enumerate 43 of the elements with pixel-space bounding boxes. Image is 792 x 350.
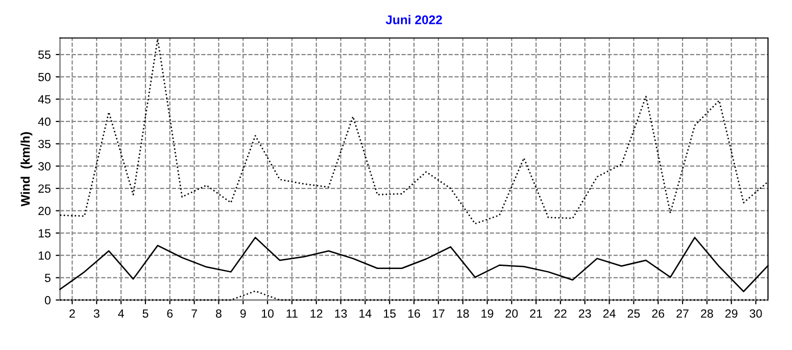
x-tick-label: 4 [118,309,124,318]
x-tick-label: 28 [700,309,714,318]
y-tick-label: 10 [38,251,51,260]
x-tick-label: 6 [167,309,173,318]
chart-title: Juni 2022 [386,15,442,24]
x-tick-label: 16 [408,309,420,318]
y-tick-label: 35 [38,140,50,148]
x-tick-label: 27 [676,309,689,318]
x-tick-label: 25 [628,309,640,318]
x-tick-label: 29 [725,309,738,318]
x-tick-label: 9 [240,309,246,318]
y-tick-label: 25 [38,184,50,193]
y-tick-label: 55 [38,50,50,59]
x-tick-label: 26 [652,309,664,318]
y-tick-label: 45 [38,95,50,104]
y-tick-label: 5 [44,274,50,282]
x-tick-label: 2 [70,309,75,318]
y-tick-label: 40 [38,118,51,126]
x-tick-label: 22 [554,309,566,318]
x-tick-label: 17 [432,309,444,318]
y-axis-title: Wind (km/h) [20,132,32,206]
x-tick-label: 5 [142,309,148,318]
y-tick-label: 15 [38,229,50,238]
y-tick-label: 50 [38,72,51,82]
x-tick-label: 14 [360,309,372,318]
x-tick-label: 15 [384,309,396,318]
x-tick-label: 18 [457,309,469,318]
x-tick-label: 10 [262,309,274,318]
x-tick-label: 23 [578,309,591,318]
x-tick-label: 20 [506,309,518,318]
x-tick-label: 7 [192,309,197,318]
y-tick-label: 30 [38,162,51,170]
x-tick-label: 11 [286,309,298,318]
x-tick-label: 24 [603,309,616,318]
x-tick-label: 30 [750,309,762,318]
y-tick-label: 20 [38,206,51,216]
x-tick-label: 12 [310,309,322,318]
x-tick-label: 13 [335,309,347,318]
y-tick-label: 0 [44,296,51,304]
x-tick-label: 19 [482,309,494,318]
x-tick-label: 3 [94,309,100,318]
x-tick-label: 21 [530,309,542,318]
x-tick-label: 8 [216,309,222,318]
